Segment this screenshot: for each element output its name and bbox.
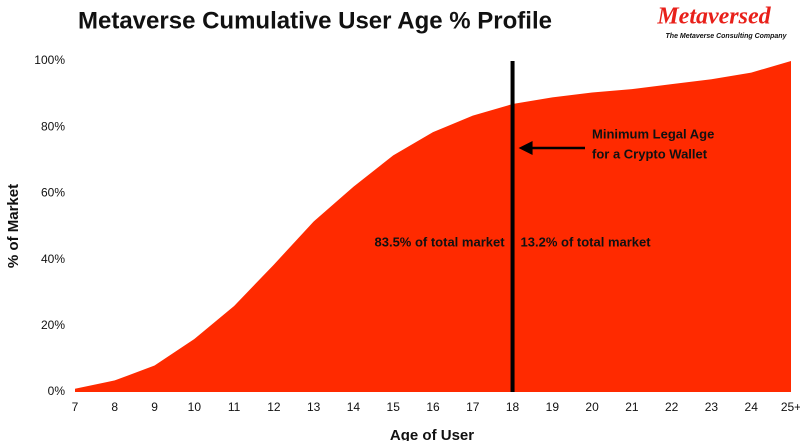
annotation: Minimum Legal Age — [592, 126, 714, 141]
x-tick-label: 10 — [188, 400, 202, 414]
x-tick-label: 25+ — [781, 400, 800, 414]
x-tick-label: 24 — [745, 400, 759, 414]
x-tick-label: 20 — [585, 400, 599, 414]
x-tick-label: 19 — [546, 400, 560, 414]
x-tick-label: 23 — [705, 400, 719, 414]
x-tick-label: 21 — [625, 400, 639, 414]
y-tick-label: 0% — [48, 384, 66, 398]
x-tick-label: 14 — [347, 400, 361, 414]
x-tick-label: 17 — [466, 400, 480, 414]
logo-tagline: The Metaverse Consulting Company — [666, 33, 788, 40]
logo: Metaversed — [656, 4, 771, 30]
x-tick-label: 11 — [228, 400, 241, 414]
y-tick-label: 100% — [34, 53, 65, 67]
right-note: 13.2% of total market — [521, 234, 652, 249]
x-tick-label: 12 — [267, 400, 281, 414]
area — [75, 61, 791, 392]
annotation: for a Crypto Wallet — [592, 146, 708, 161]
y-axis-title: % of Market — [5, 184, 22, 268]
y-tick-label: 80% — [41, 119, 65, 133]
x-tick-label: 7 — [72, 400, 79, 414]
x-tick-label: 22 — [665, 400, 679, 414]
left-note: 83.5% of total market — [375, 234, 506, 249]
y-tick-label: 20% — [41, 318, 65, 332]
y-tick-label: 60% — [41, 186, 65, 200]
x-tick-label: 13 — [307, 400, 321, 414]
x-tick-label: 16 — [426, 400, 440, 414]
x-tick-label: 8 — [111, 400, 118, 414]
x-tick-label: 15 — [387, 400, 401, 414]
y-tick-label: 40% — [41, 252, 65, 266]
x-axis-title: Age of User — [390, 427, 474, 441]
chart-title: Metaverse Cumulative User Age % Profile — [78, 7, 552, 34]
x-tick-label: 18 — [506, 400, 520, 414]
arrow-head — [518, 141, 533, 155]
x-tick-label: 9 — [151, 400, 158, 414]
